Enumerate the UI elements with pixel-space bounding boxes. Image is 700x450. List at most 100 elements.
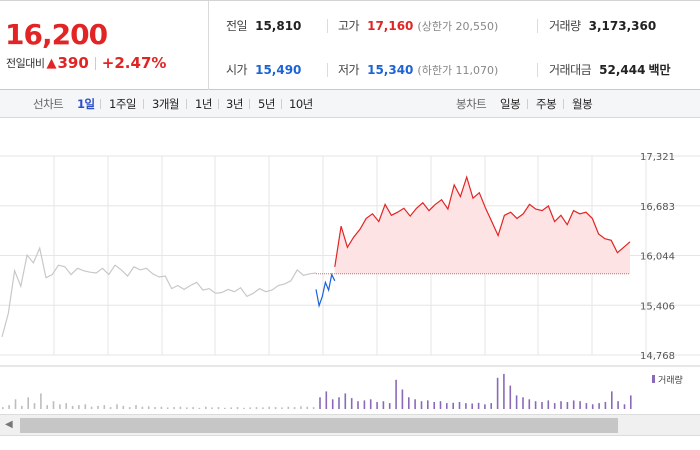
volume-bar <box>541 402 543 409</box>
volume-bar <box>433 402 435 409</box>
open-label: 시가 <box>226 63 248 77</box>
volume-bar <box>249 407 251 409</box>
chart-tabs-bar: 선차트 1일 1주일 3개월 1년 3년 5년 10년 봉차트 일봉 주봉 월봉 <box>0 90 700 118</box>
volume-bar <box>338 397 340 409</box>
tab-1day[interactable]: 1일 <box>77 97 95 111</box>
volume-bar <box>458 402 461 409</box>
change-divider <box>94 56 96 70</box>
volume-bar <box>2 407 4 410</box>
column-divider <box>327 63 328 77</box>
volume-bar <box>427 400 429 409</box>
tab-divider <box>281 99 282 109</box>
volume-bar <box>90 406 93 409</box>
volume-legend-label: 거래량 <box>658 374 683 386</box>
volume-bar <box>566 402 569 409</box>
volume-bar <box>484 404 486 409</box>
open-stat: 시가 15,490 <box>226 61 301 78</box>
volume-bar <box>414 399 416 410</box>
change-row: 전일대비 ▲ 390 +2.47% <box>6 54 166 72</box>
up-arrow-icon: ▲ <box>46 55 57 71</box>
volume-bar <box>534 401 537 409</box>
down-price-line <box>315 272 336 309</box>
change-amount: 390 <box>57 54 89 72</box>
volume-bar <box>382 401 385 409</box>
volume-bars-layer <box>2 373 632 410</box>
candle-chart-label: 봉차트 <box>456 97 487 111</box>
volume-bar <box>116 404 118 409</box>
chart-scrollbar[interactable]: ◀ <box>0 414 700 436</box>
volume-bar <box>78 405 80 409</box>
prev-close-value: 15,810 <box>255 19 302 33</box>
tab-monthly-candle[interactable]: 월봉 <box>572 97 593 111</box>
tab-3month[interactable]: 3개월 <box>152 97 179 111</box>
trade-value-value: 52,444 <box>599 63 646 77</box>
volume-bar <box>553 403 556 409</box>
volume-bar <box>420 401 423 409</box>
volume-bar <box>211 407 213 409</box>
upper-limit: (상한가 20,550) <box>417 20 499 33</box>
volume-bar <box>376 402 378 409</box>
tab-divider <box>527 99 528 109</box>
volume-bar <box>97 405 99 409</box>
scroll-thumb[interactable] <box>20 418 618 433</box>
open-value: 15,490 <box>255 63 302 77</box>
volume-bar <box>198 407 201 409</box>
tab-10year[interactable]: 10년 <box>289 97 313 111</box>
tab-divider <box>218 99 219 109</box>
volume-bar <box>205 406 207 409</box>
volume-bar <box>128 407 131 410</box>
volume-bar <box>611 391 613 409</box>
y-tick-label: 16,044 <box>640 252 675 263</box>
volume-bar <box>490 403 492 409</box>
volume-bar <box>547 400 550 409</box>
column-divider <box>537 63 538 77</box>
tab-5year[interactable]: 5년 <box>258 97 275 111</box>
volume-bar <box>21 405 23 409</box>
volume-bar <box>192 407 194 410</box>
scroll-left-arrow-icon[interactable]: ◀ <box>5 419 13 430</box>
price-box: 16,200 전일대비 ▲ 390 +2.47% <box>0 1 209 90</box>
volume-bar <box>287 406 290 409</box>
volume-bar <box>471 403 473 409</box>
low-stat: 저가 15,340 (하한가 11,070) <box>338 61 498 78</box>
volume-bar <box>84 404 87 409</box>
volume-bar <box>33 403 36 409</box>
volume-bar <box>268 406 270 409</box>
volume-bar <box>236 407 239 410</box>
volume-bar <box>579 401 581 409</box>
volume-bar <box>300 406 302 409</box>
volume-bar <box>446 403 448 409</box>
high-value: 17,160 <box>367 19 414 33</box>
tab-1week[interactable]: 1주일 <box>109 97 136 111</box>
tab-divider <box>249 99 250 109</box>
volume-bar <box>141 406 144 409</box>
y-tick-label: 17,321 <box>640 152 675 163</box>
tab-weekly-candle[interactable]: 주봉 <box>536 97 557 111</box>
tab-3year[interactable]: 3년 <box>226 97 243 111</box>
volume-bar <box>617 401 619 409</box>
volume-bar <box>217 407 220 410</box>
volume-bar <box>477 402 480 409</box>
y-tick-label: 14,768 <box>640 351 675 362</box>
up-price-line <box>334 175 631 267</box>
tab-divider <box>100 99 101 109</box>
volume-bar <box>388 403 391 409</box>
volume-bar <box>369 399 372 410</box>
volume-bar <box>344 393 347 409</box>
volume-bar <box>591 404 594 409</box>
volume-bar <box>147 406 150 409</box>
tab-1year[interactable]: 1년 <box>195 97 212 111</box>
volume-bar <box>27 397 29 409</box>
volume-bar <box>135 405 137 409</box>
volume-bar <box>243 407 245 409</box>
volume-bar <box>585 403 588 409</box>
intraday-price-chart: 17,321 16,683 16,044 15,406 14,768 거래량 <box>0 152 700 410</box>
y-tick-label: 15,406 <box>640 301 675 312</box>
prev-close-label: 전일 <box>226 19 248 33</box>
trade-value-label: 거래대금 <box>549 63 592 77</box>
volume-bar <box>312 407 315 410</box>
trade-value-stat: 거래대금 52,444 백만 <box>549 61 671 78</box>
volume-legend-swatch <box>652 375 655 383</box>
tab-daily-candle[interactable]: 일봉 <box>500 97 521 111</box>
volume-bar <box>14 399 17 410</box>
